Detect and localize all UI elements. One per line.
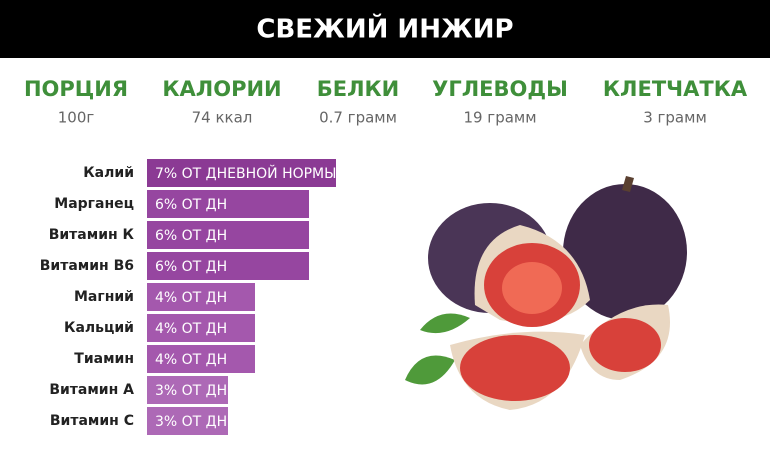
value-label: 3% ОТ ДН	[155, 414, 227, 430]
title: СВЕЖИЙ ИНЖИР	[256, 13, 513, 45]
fig-illustration	[405, 176, 687, 410]
bar	[147, 221, 309, 249]
bar	[147, 345, 255, 373]
bar	[147, 283, 255, 311]
nutrition-label: УГЛЕВОДЫ	[432, 77, 568, 101]
value-label: 6% ОТ ДН	[155, 228, 227, 244]
nutrition-value: 100г	[58, 109, 95, 127]
category-label: Марганец	[54, 196, 134, 212]
value-label: 4% ОТ ДН	[155, 352, 227, 368]
category-label: Магний	[74, 289, 134, 305]
nutrition-value: 19 грамм	[463, 109, 536, 127]
category-label: Кальций	[64, 320, 134, 336]
value-label: 6% ОТ ДН	[155, 259, 227, 275]
bar	[147, 190, 309, 218]
value-label: 7% ОТ ДНЕВНОЙ НОРМЫ	[155, 164, 337, 182]
nutrition-value: 74 ккал	[192, 109, 253, 127]
category-label: Витамин С	[50, 413, 134, 429]
bar	[147, 407, 228, 435]
nutrition-label: БЕЛКИ	[317, 77, 400, 101]
header-bar	[0, 0, 770, 58]
nutrition-value: 3 грамм	[643, 109, 707, 127]
bar	[147, 314, 255, 342]
nutrition-value: 0.7 грамм	[319, 109, 397, 127]
value-label: 4% ОТ ДН	[155, 321, 227, 337]
bar	[147, 159, 336, 187]
value-label: 4% ОТ ДН	[155, 290, 227, 306]
category-label: Калий	[83, 165, 134, 181]
nutrition-label: ПОРЦИЯ	[24, 77, 128, 101]
nutrition-label: КЛЕТЧАТКА	[603, 77, 748, 101]
value-label: 6% ОТ ДН	[155, 197, 227, 213]
value-label: 3% ОТ ДН	[155, 383, 227, 399]
category-label: Витамин К	[49, 227, 135, 243]
category-label: Витамин В6	[40, 258, 134, 274]
category-label: Витамин А	[49, 382, 134, 398]
category-label: Тиамин	[74, 351, 134, 367]
bar	[147, 376, 228, 404]
nutrition-label: КАЛОРИИ	[162, 77, 281, 101]
bar	[147, 252, 309, 280]
